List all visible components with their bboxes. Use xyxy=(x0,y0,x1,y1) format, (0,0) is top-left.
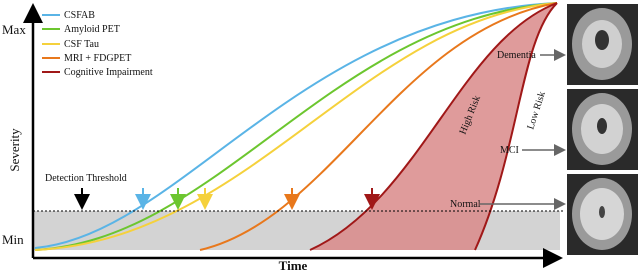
legend: CSFAB Amyloid PET CSF Tau MRI + FDGPET C… xyxy=(42,10,153,78)
threshold-arrows xyxy=(74,188,380,210)
high-risk-curve xyxy=(309,2,558,251)
low-risk-label: Low Risk xyxy=(525,90,548,131)
amyloid-curve xyxy=(34,2,558,251)
legend-label: CSF Tau xyxy=(64,39,99,50)
stage-label: Dementia xyxy=(497,50,536,61)
threshold-label: Detection Threshold xyxy=(45,173,127,184)
mri-curve xyxy=(199,2,558,251)
legend-label: Amyloid PET xyxy=(64,24,120,35)
y-min: Min xyxy=(2,232,24,247)
x-label: Time xyxy=(279,258,308,271)
tau-curve xyxy=(34,2,558,251)
curves xyxy=(34,2,558,251)
legend-label: CSFAB xyxy=(64,10,95,21)
risk-region xyxy=(310,3,557,250)
stage-label: Normal xyxy=(450,199,481,210)
stage-label: MCI xyxy=(500,145,519,156)
y-max: Max xyxy=(2,22,26,37)
brain-scans xyxy=(567,4,638,255)
legend-label: MRI + FDGPET xyxy=(64,53,131,64)
stage-arrows xyxy=(480,49,566,210)
legend-label: Cognitive Impairment xyxy=(64,67,153,78)
y-label: Severity xyxy=(7,128,22,172)
csfab-curve xyxy=(34,2,558,249)
